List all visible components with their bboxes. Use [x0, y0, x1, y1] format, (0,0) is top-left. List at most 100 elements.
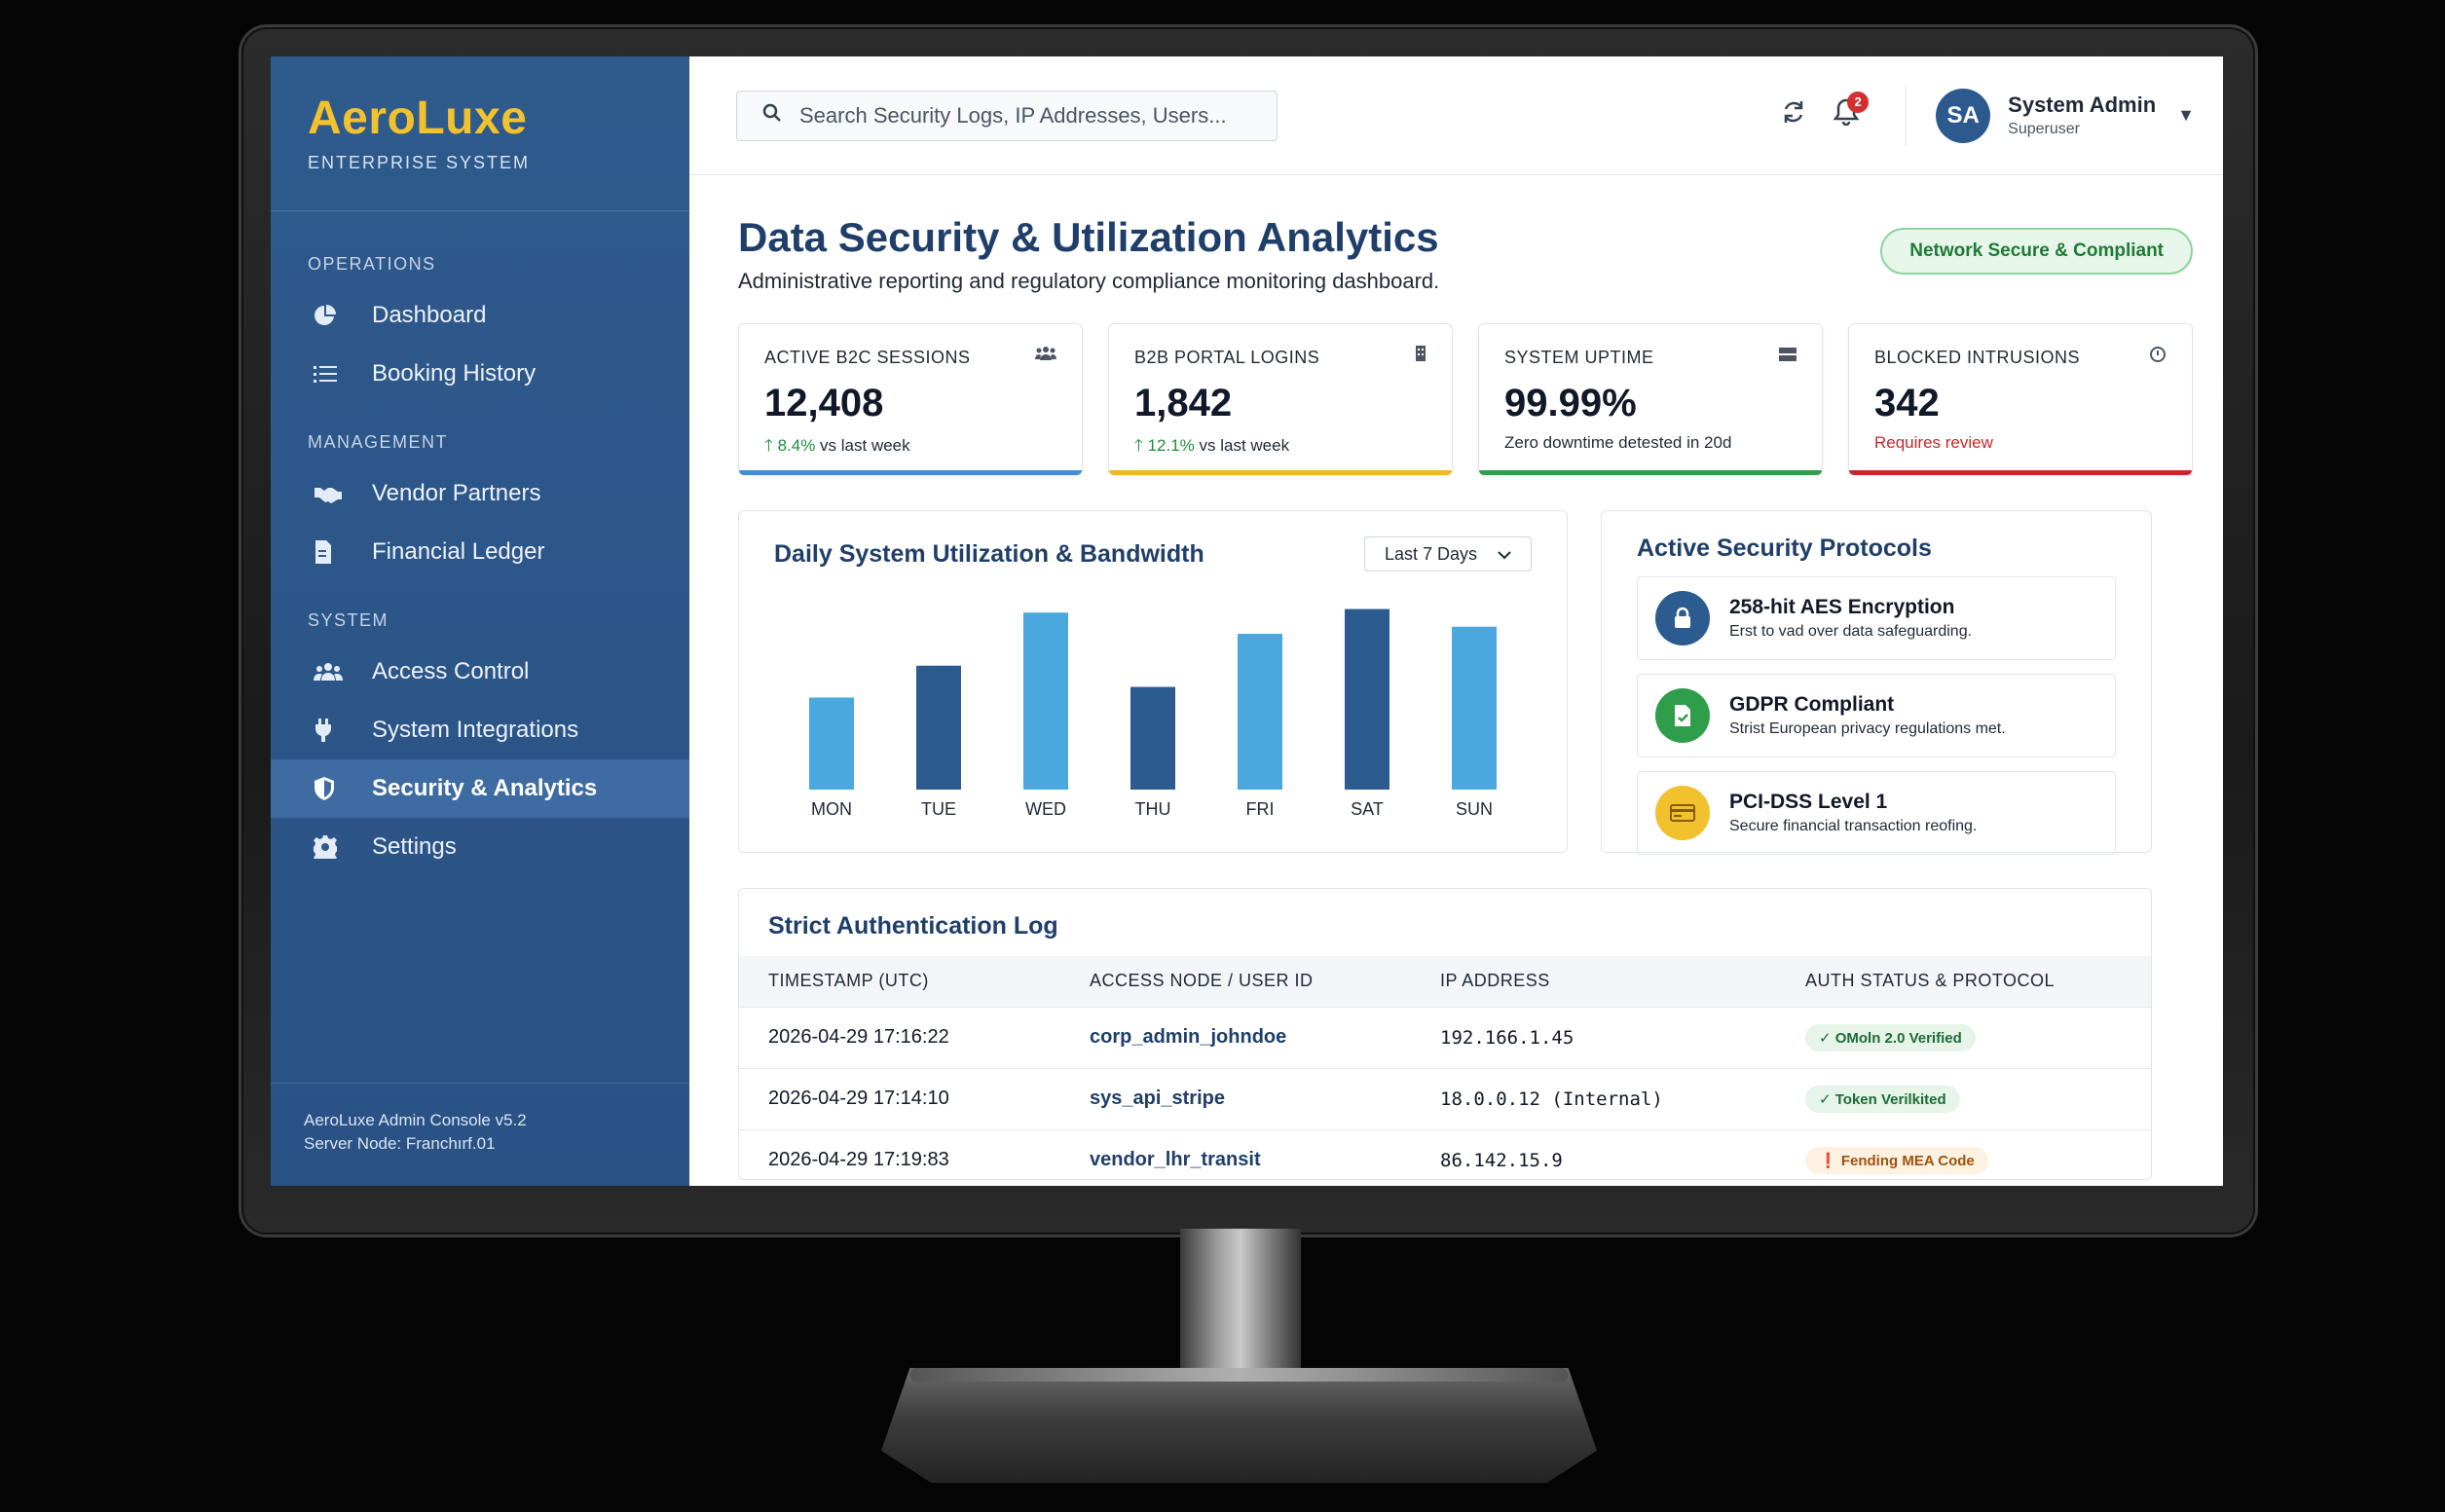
user-name: System Admin	[2008, 92, 2157, 117]
status-badge: ✓ OMoln 2.0 Verified	[1805, 1023, 1976, 1051]
protocol-title: GDPR Compliant	[1729, 693, 1895, 716]
kpi-row: ACTIVE B2C SESSIONS 12,408 🡑 8.4% vs las…	[738, 323, 2193, 475]
sidebar-item-dashboard[interactable]: Dashboard	[271, 286, 689, 345]
chart-tick-label: MON	[811, 799, 852, 819]
chart-bar-sun[interactable]	[1452, 626, 1497, 790]
user-menu[interactable]: System Admin Superuser	[2008, 92, 2156, 138]
invoice-icon	[314, 540, 352, 564]
protocol-text: PCI-DSS Level 1 Secure financial transac…	[1729, 791, 1977, 835]
sidebar-item-label: System Integrations	[372, 717, 579, 743]
sidebar-item-system-integrations[interactable]: System Integrations	[271, 701, 689, 759]
date-range-value: Last 7 Days	[1385, 543, 1478, 564]
auth-log-panel: Strict Authentication Log TIMESTAMP (UTC…	[738, 888, 2152, 1180]
avatar[interactable]: SA	[1936, 88, 1991, 143]
kpi-delta-suffix: vs last week	[1194, 436, 1290, 455]
protocol-item-gdpr[interactable]: GDPR Compliant Strist European privacy r…	[1637, 674, 2116, 757]
table-row[interactable]: 2026-04-29 17:19:83 vendor_lhr_transit 8…	[739, 1128, 2151, 1179]
stand-base-highlight	[910, 1368, 1568, 1382]
chart-tick-label: SUN	[1456, 799, 1493, 819]
utilization-bar-chart: MON TUE WED THU FRI SAT SUN	[809, 608, 1497, 819]
credit-card-icon	[1655, 786, 1710, 840]
main-content: 2 SA System Admin Superuser ▼ Data Secur…	[689, 56, 2223, 1186]
screen: AeroLuxe ENTERPRISE SYSTEM OPERATIONS Da…	[271, 56, 2223, 1186]
protocol-item-pci[interactable]: PCI-DSS Level 1 Secure financial transac…	[1637, 771, 2116, 855]
building-icon	[1415, 346, 1426, 366]
cell-user[interactable]: corp_admin_johndoe	[1060, 1006, 1411, 1068]
chevron-down-icon	[1498, 544, 1511, 565]
brand-subtitle: ENTERPRISE SYSTEM	[308, 153, 531, 172]
sidebar-item-label: Financial Ledger	[372, 538, 545, 565]
chart-tick-label: THU	[1135, 799, 1171, 819]
pie-chart-icon	[314, 304, 352, 327]
kpi-delta-suffix: vs last week	[815, 436, 910, 455]
column-header-status[interactable]: AUTH STATUS & PROTOCOL	[1805, 971, 2056, 991]
sidebar-item-financial-ledger[interactable]: Financial Ledger	[271, 523, 689, 581]
protocol-title: 258-hit AES Encryption	[1729, 596, 1955, 618]
column-header-ip[interactable]: IP ADDRESS	[1440, 971, 1550, 991]
arrow-up-icon: 🡑	[1134, 436, 1148, 455]
sidebar-footer: AeroLuxe Admin Console v5.2 Server Node:…	[271, 1082, 689, 1186]
chart-bar-sat[interactable]	[1345, 608, 1389, 790]
protocol-item-aes[interactable]: 258-hit AES Encryption Erst to vad over …	[1637, 576, 2116, 660]
status-badge: ❗ Fending MEA Code	[1805, 1146, 1988, 1174]
search-box[interactable]	[736, 90, 1278, 141]
chart-bar-tue[interactable]	[916, 665, 961, 790]
kpi-value: 342	[1874, 382, 1940, 424]
kpi-delta: 🡑 8.4% vs last week	[764, 433, 1056, 461]
search-icon	[762, 103, 782, 128]
notifications-button[interactable]: 2	[1820, 90, 1872, 142]
chart-bar-wed[interactable]	[1023, 612, 1068, 790]
sidebar-item-label: Vendor Partners	[372, 480, 541, 506]
sidebar-item-vendor-partners[interactable]: Vendor Partners	[271, 464, 689, 523]
sidebar-item-label: Access Control	[372, 658, 530, 684]
table-row[interactable]: 2026-04-29 17:16:22 corp_admin_johndoe 1…	[739, 1006, 2151, 1068]
kpi-delta: 🡑 12.1% vs last week	[1134, 433, 1426, 461]
protocol-desc: Erst to vad over data safeguarding.	[1729, 623, 1973, 640]
refresh-icon	[1780, 98, 1807, 132]
topbar: 2 SA System Admin Superuser ▼	[689, 56, 2223, 175]
plug-icon	[314, 719, 352, 742]
sidebar-item-booking-history[interactable]: Booking History	[271, 345, 689, 403]
cell-user[interactable]: sys_api_stripe	[1060, 1067, 1411, 1129]
cell-timestamp: 2026-04-29 17:14:10	[739, 1067, 1060, 1129]
sidebar-item-label: Settings	[372, 833, 457, 860]
chart-bar-fri[interactable]	[1238, 634, 1282, 790]
cell-ip: 192.166.1.45	[1411, 1006, 1776, 1068]
cell-status: ✓ OMoln 2.0 Verified	[1776, 1006, 2151, 1068]
brand-logo[interactable]: AeroLuxe	[308, 92, 528, 144]
brand: AeroLuxe ENTERPRISE SYSTEM	[271, 56, 689, 211]
user-role: Superuser	[2008, 121, 2080, 137]
kpi-value: 99.99%	[1504, 382, 1637, 424]
chevron-down-icon[interactable]: ▼	[2177, 105, 2195, 125]
refresh-button[interactable]	[1767, 90, 1820, 142]
dashboard-content: Data Security & Utilization Analytics Ad…	[689, 175, 2223, 1180]
chart-bar-thu[interactable]	[1130, 686, 1175, 790]
cell-ip: 86.142.15.9	[1411, 1128, 1776, 1179]
cell-status: ✓ Token Verilkited	[1776, 1067, 2151, 1129]
nav-section-system: SYSTEM	[308, 610, 389, 630]
kpi-card-b2b-logins[interactable]: B2B PORTAL LOGINS 1,842 🡑 12.1% vs last …	[1108, 323, 1453, 475]
kpi-card-system-uptime[interactable]: SYSTEM UPTIME 99.99% Zero downtime detes…	[1478, 323, 1823, 475]
cell-timestamp: 2026-04-29 17:16:22	[739, 1006, 1060, 1068]
column-header-timestamp[interactable]: TIMESTAMP (UTC)	[768, 971, 929, 991]
kpi-card-blocked-intrusions[interactable]: BLOCKED INTRUSIONS 342 Requires review	[1848, 323, 2193, 475]
sidebar-item-access-control[interactable]: Access Control	[271, 643, 689, 701]
column-header-user[interactable]: ACCESS NODE / USER ID	[1090, 971, 1314, 991]
search-input[interactable]	[799, 102, 1247, 129]
sidebar-item-label: Booking History	[372, 360, 537, 387]
sidebar-item-security-analytics[interactable]: Security & Analytics	[271, 759, 689, 818]
chart-bar-mon[interactable]	[809, 697, 854, 790]
kpi-label: SYSTEM UPTIME	[1504, 348, 1654, 367]
arrow-up-icon: 🡑	[764, 436, 778, 455]
table-header-row: TIMESTAMP (UTC) ACCESS NODE / USER ID IP…	[739, 956, 2151, 1007]
date-range-select[interactable]: Last 7 Days	[1364, 536, 1532, 572]
handshake-icon	[314, 484, 352, 503]
protocol-desc: Secure financial transaction reofing.	[1729, 818, 1978, 834]
kpi-card-b2c-sessions[interactable]: ACTIVE B2C SESSIONS 12,408 🡑 8.4% vs las…	[738, 323, 1083, 475]
utilization-chart-panel: Daily System Utilization & Bandwidth Las…	[738, 510, 1568, 853]
sidebar-item-settings[interactable]: Settings	[271, 818, 689, 876]
table-row[interactable]: 2026-04-29 17:14:10 sys_api_stripe 18.0.…	[739, 1067, 2151, 1129]
lock-icon	[1655, 591, 1710, 645]
cell-user[interactable]: vendor_lhr_transit	[1060, 1128, 1411, 1179]
users-icon	[1035, 346, 1056, 366]
